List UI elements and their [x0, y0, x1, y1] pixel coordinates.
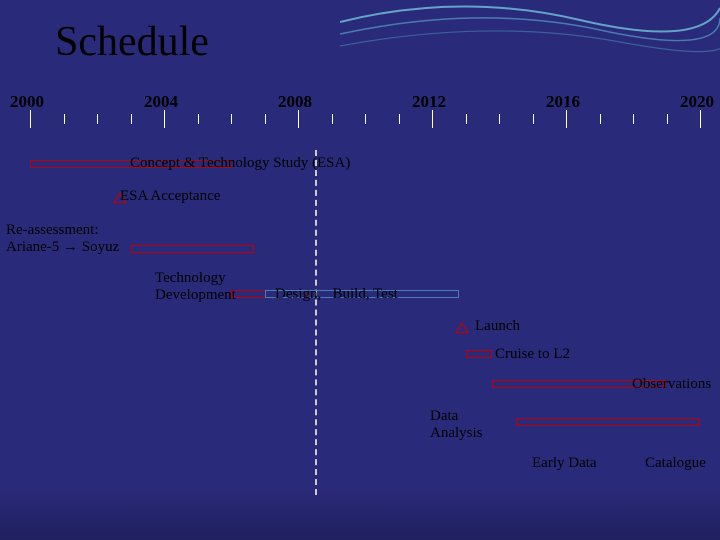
tick-2009 — [332, 114, 333, 124]
tick-2011 — [399, 114, 400, 124]
tick-2018 — [633, 114, 634, 124]
tick-2002 — [97, 114, 98, 124]
tick-2001 — [64, 114, 65, 124]
year-2004: 2004 — [144, 92, 178, 112]
launch-label: Launch — [475, 318, 520, 335]
timeline-stage: 2000 2004 2008 2012 2016 2020 Concept & Techno… — [0, 0, 720, 540]
launch-marker — [455, 322, 469, 333]
reassessment-bar — [131, 245, 255, 253]
year-2000: 2000 — [10, 92, 44, 112]
tick-2019 — [667, 114, 668, 124]
tick-2007 — [265, 114, 266, 124]
tick-2017 — [600, 114, 601, 124]
tick-2013 — [466, 114, 467, 124]
concept-study-label: Concept & Technology Study (ESA) — [130, 155, 350, 172]
tick-2006 — [231, 114, 232, 124]
early-data-label: Early Data — [532, 455, 597, 472]
tick-2010 — [365, 114, 366, 124]
tick-2015 — [533, 114, 534, 124]
tech-dev-label: Technology Development — [155, 270, 236, 304]
tick-2020 — [700, 110, 701, 128]
cruise-bar — [466, 350, 493, 358]
tick-2003 — [131, 114, 132, 124]
year-2020: 2020 — [680, 92, 714, 112]
phase-divider — [315, 150, 317, 495]
tick-2012 — [432, 110, 433, 128]
observations-label: Observations — [632, 376, 711, 393]
tick-2014 — [499, 114, 500, 124]
data-analysis-label: Data Analysis — [430, 408, 483, 442]
tick-2000 — [30, 110, 31, 128]
catalogue-label: Catalogue — [645, 455, 706, 472]
year-2008: 2008 — [278, 92, 312, 112]
year-2012: 2012 — [412, 92, 446, 112]
design-build-label: Design, Build, Test — [275, 286, 398, 303]
tick-2016 — [566, 110, 567, 128]
tick-2005 — [198, 114, 199, 124]
cruise-label: Cruise to L2 — [495, 346, 570, 363]
tick-2008 — [298, 110, 299, 128]
reassessment-label: Re-assessment: Ariane-5 → Soyuz — [6, 222, 119, 256]
tick-2004 — [164, 110, 165, 128]
esa-accept-label: ESA Acceptance — [120, 188, 220, 205]
year-2016: 2016 — [546, 92, 580, 112]
data-analysis-bar — [516, 418, 700, 426]
